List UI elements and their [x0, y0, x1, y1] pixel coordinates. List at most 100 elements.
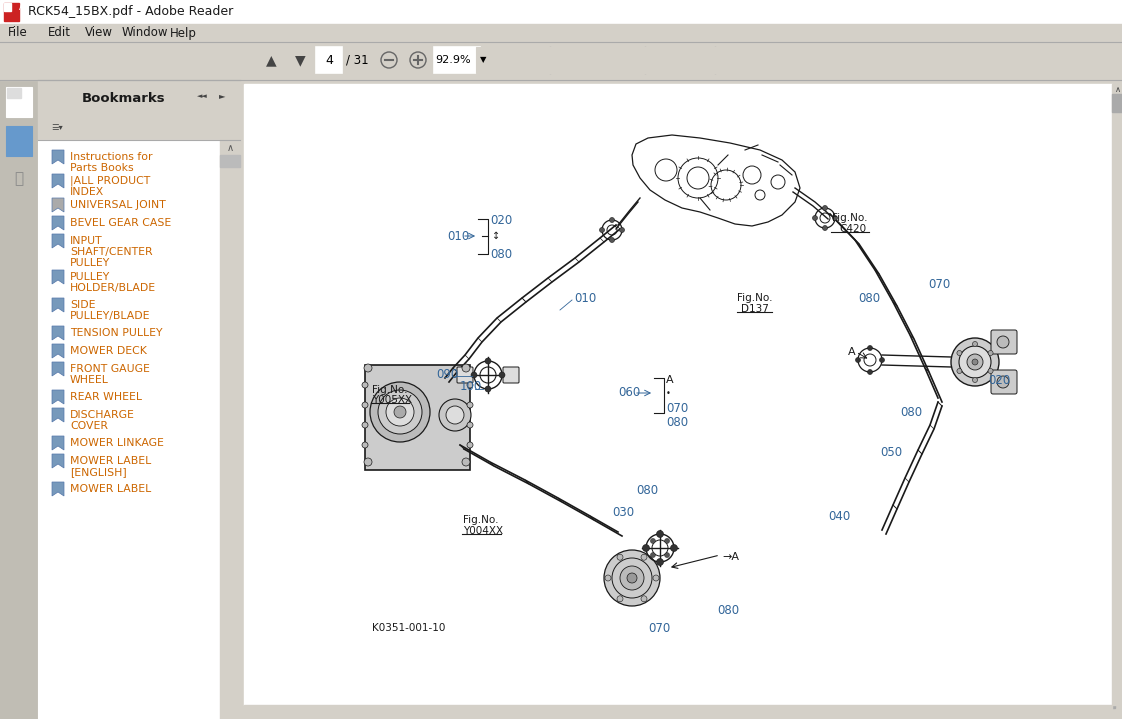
Text: 020: 020 [988, 373, 1010, 387]
Text: PULLEY: PULLEY [70, 272, 110, 282]
Bar [4, 44, 37, 76]
Bar [110, 44, 142, 76]
Text: FRONT GAUGE: FRONT GAUGE [70, 364, 150, 374]
Text: ▼: ▼ [480, 55, 486, 65]
Text: Help: Help [171, 27, 196, 40]
Text: PULLEY/BLADE: PULLEY/BLADE [70, 311, 150, 321]
Bar [6, 164, 33, 194]
Circle shape [867, 370, 873, 375]
Circle shape [362, 402, 368, 408]
Circle shape [370, 382, 430, 442]
Circle shape [664, 539, 670, 544]
Bar [40, 44, 72, 76]
Text: 080: 080 [858, 291, 880, 305]
Polygon shape [52, 298, 64, 312]
Text: Parts Books: Parts Books [70, 163, 134, 173]
Text: Fig.No.: Fig.No. [463, 515, 498, 525]
Bar [1112, 94, 1122, 112]
Text: 020: 020 [490, 214, 513, 227]
Bar [145, 44, 177, 76]
Bar [625, 47, 651, 73]
Text: Window: Window [122, 27, 168, 40]
Circle shape [439, 399, 471, 431]
Text: K0351-001-10: K0351-001-10 [373, 623, 445, 633]
Text: PULLEY: PULLEY [70, 258, 110, 268]
Text: HOLDER/BLADE: HOLDER/BLADE [70, 283, 156, 293]
Text: File: File [8, 27, 28, 40]
Text: ▲: ▲ [266, 53, 276, 67]
Circle shape [467, 422, 473, 428]
Bar [376, 47, 402, 73]
Bar [4, 3, 19, 21]
Circle shape [653, 575, 659, 581]
Circle shape [617, 554, 623, 560]
Bar [213, 88, 231, 104]
Text: Fig.No.: Fig.No. [833, 213, 867, 223]
Bar [0, 24, 1122, 42]
Text: Y005XX: Y005XX [373, 395, 412, 405]
Bar [695, 47, 721, 73]
Polygon shape [52, 216, 64, 230]
Circle shape [641, 596, 647, 602]
Bar [243, 84, 1112, 705]
Bar [0, 0, 1122, 24]
Text: View: View [85, 27, 113, 40]
Text: 080: 080 [900, 406, 922, 419]
Polygon shape [52, 482, 64, 496]
Bar [193, 88, 211, 104]
Bar [212, 119, 234, 137]
Circle shape [656, 559, 663, 566]
Circle shape [617, 596, 623, 602]
Circle shape [362, 382, 368, 388]
Circle shape [471, 372, 477, 378]
Circle shape [973, 377, 977, 383]
Text: [ENGLISH]: [ENGLISH] [70, 467, 127, 477]
Circle shape [959, 346, 991, 378]
Circle shape [643, 544, 650, 551]
Text: Y004XX: Y004XX [463, 526, 503, 536]
Text: MOWER DECK: MOWER DECK [70, 346, 147, 356]
Text: A: A [19, 3, 25, 12]
Bar [220, 140, 240, 719]
Bar [316, 47, 342, 73]
Circle shape [485, 386, 491, 392]
Circle shape [362, 442, 368, 448]
Bar [0, 42, 1122, 80]
Text: Edit: Edit [48, 27, 71, 40]
Text: TENSION PULLEY: TENSION PULLEY [70, 328, 163, 338]
Bar [434, 47, 480, 73]
Text: BEVEL GEAR CASE: BEVEL GEAR CASE [70, 218, 172, 228]
Text: ↕: ↕ [493, 231, 500, 241]
Text: ◄◄: ◄◄ [196, 93, 208, 99]
Text: 070: 070 [928, 278, 950, 290]
Text: SHAFT/CENTER: SHAFT/CENTER [70, 247, 153, 257]
Text: 010: 010 [447, 231, 469, 244]
Bar [258, 47, 284, 73]
Circle shape [822, 226, 828, 231]
Polygon shape [52, 326, 64, 340]
Circle shape [656, 531, 663, 538]
Text: Fig.No.: Fig.No. [373, 385, 407, 395]
Circle shape [462, 458, 470, 466]
Text: 📎: 📎 [15, 172, 24, 186]
Text: DISCHARGE: DISCHARGE [70, 410, 135, 420]
Text: MOWER LINKAGE: MOWER LINKAGE [70, 438, 164, 448]
Text: ∧: ∧ [1115, 86, 1121, 94]
Text: A: A [666, 375, 673, 385]
Text: MOWER LABEL: MOWER LABEL [70, 484, 151, 494]
Circle shape [997, 376, 1009, 388]
Text: |ALL PRODUCT: |ALL PRODUCT [70, 175, 150, 186]
Circle shape [972, 359, 978, 365]
Bar [38, 116, 240, 140]
Circle shape [951, 338, 999, 386]
Circle shape [671, 544, 678, 551]
Text: MOWER LABEL: MOWER LABEL [70, 456, 151, 466]
Text: INDEX: INDEX [70, 187, 104, 197]
Polygon shape [52, 344, 64, 358]
Bar [38, 140, 220, 719]
Circle shape [609, 237, 615, 242]
Polygon shape [52, 390, 64, 404]
Circle shape [641, 554, 647, 560]
Bar [405, 47, 431, 73]
Bar [6, 126, 33, 156]
